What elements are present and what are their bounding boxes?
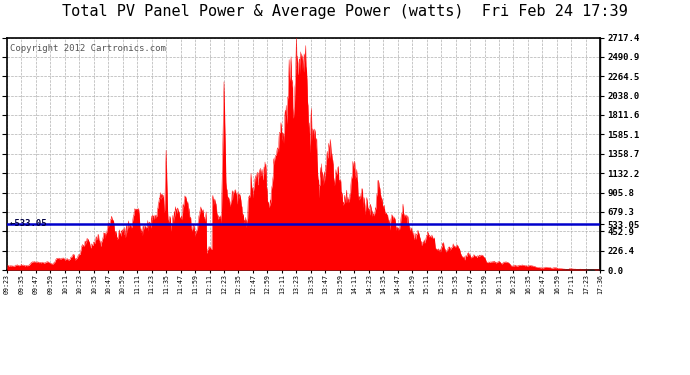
Text: Copyright 2012 Cartronics.com: Copyright 2012 Cartronics.com [10,45,166,54]
Text: Total PV Panel Power & Average Power (watts)  Fri Feb 24 17:39: Total PV Panel Power & Average Power (wa… [62,4,628,19]
Text: ←533.05: ←533.05 [10,219,48,228]
